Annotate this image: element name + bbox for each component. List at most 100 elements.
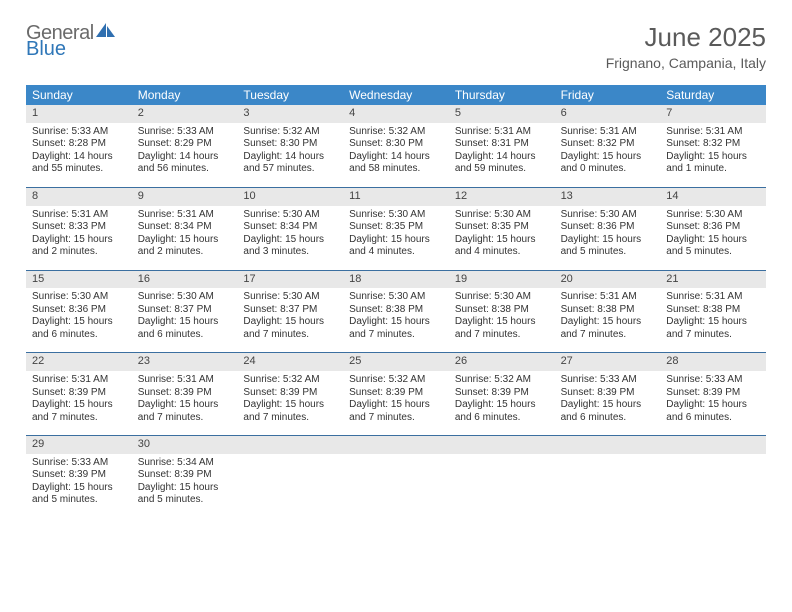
day-number: 10 [237,188,343,206]
sunset-line: Sunset: 8:38 PM [455,304,549,317]
daylight-line: Daylight: 15 hours and 5 minutes. [32,482,126,507]
sunrise-line: Sunrise: 5:30 AM [349,209,443,222]
day-body: Sunrise: 5:31 AMSunset: 8:32 PMDaylight:… [660,123,766,187]
day-body-empty [555,454,661,518]
day-number-empty [449,436,555,454]
day-body: Sunrise: 5:30 AMSunset: 8:38 PMDaylight:… [343,288,449,352]
calendar-day: 3Sunrise: 5:32 AMSunset: 8:30 PMDaylight… [237,105,343,187]
sail-icon [96,22,116,45]
day-body: Sunrise: 5:30 AMSunset: 8:36 PMDaylight:… [555,206,661,270]
day-body-empty [449,454,555,518]
daylight-line: Daylight: 15 hours and 7 minutes. [243,316,337,341]
calendar-day: 17Sunrise: 5:30 AMSunset: 8:37 PMDayligh… [237,271,343,353]
daylight-line: Daylight: 15 hours and 6 minutes. [32,316,126,341]
calendar-day: 30Sunrise: 5:34 AMSunset: 8:39 PMDayligh… [132,436,238,518]
day-body: Sunrise: 5:30 AMSunset: 8:35 PMDaylight:… [449,206,555,270]
calendar-day: 18Sunrise: 5:30 AMSunset: 8:38 PMDayligh… [343,271,449,353]
daylight-line: Daylight: 15 hours and 6 minutes. [666,399,760,424]
day-body: Sunrise: 5:33 AMSunset: 8:29 PMDaylight:… [132,123,238,187]
sunset-line: Sunset: 8:37 PM [138,304,232,317]
day-body: Sunrise: 5:31 AMSunset: 8:33 PMDaylight:… [26,206,132,270]
sunset-line: Sunset: 8:30 PM [349,138,443,151]
daylight-line: Daylight: 14 hours and 57 minutes. [243,151,337,176]
calendar-day: 5Sunrise: 5:31 AMSunset: 8:31 PMDaylight… [449,105,555,187]
day-number: 5 [449,105,555,123]
sunset-line: Sunset: 8:39 PM [455,387,549,400]
daylight-line: Daylight: 15 hours and 7 minutes. [349,399,443,424]
day-body: Sunrise: 5:31 AMSunset: 8:39 PMDaylight:… [132,371,238,435]
sunset-line: Sunset: 8:39 PM [561,387,655,400]
sunrise-line: Sunrise: 5:31 AM [666,291,760,304]
sunrise-line: Sunrise: 5:31 AM [455,126,549,139]
day-number-empty [660,436,766,454]
daylight-line: Daylight: 15 hours and 7 minutes. [349,316,443,341]
calendar-body: 1Sunrise: 5:33 AMSunset: 8:28 PMDaylight… [26,105,766,518]
calendar-day: 10Sunrise: 5:30 AMSunset: 8:34 PMDayligh… [237,188,343,270]
calendar-page: General June 2025 Frignano, Campania, It… [0,0,792,518]
day-body: Sunrise: 5:33 AMSunset: 8:39 PMDaylight:… [660,371,766,435]
day-number-empty [237,436,343,454]
sunset-line: Sunset: 8:28 PM [32,138,126,151]
daylight-line: Daylight: 15 hours and 2 minutes. [138,234,232,259]
calendar-week: 8Sunrise: 5:31 AMSunset: 8:33 PMDaylight… [26,188,766,271]
calendar-day: 19Sunrise: 5:30 AMSunset: 8:38 PMDayligh… [449,271,555,353]
page-title: June 2025 [606,22,766,53]
calendar-day: 6Sunrise: 5:31 AMSunset: 8:32 PMDaylight… [555,105,661,187]
sunset-line: Sunset: 8:36 PM [561,221,655,234]
day-body: Sunrise: 5:30 AMSunset: 8:37 PMDaylight:… [132,288,238,352]
daylight-line: Daylight: 14 hours and 59 minutes. [455,151,549,176]
sunset-line: Sunset: 8:39 PM [666,387,760,400]
sunrise-line: Sunrise: 5:32 AM [349,126,443,139]
daylight-line: Daylight: 15 hours and 6 minutes. [455,399,549,424]
calendar-day-empty [237,436,343,518]
day-number: 18 [343,271,449,289]
daylight-line: Daylight: 15 hours and 6 minutes. [561,399,655,424]
calendar-day: 26Sunrise: 5:32 AMSunset: 8:39 PMDayligh… [449,353,555,435]
day-number: 17 [237,271,343,289]
calendar: SundayMondayTuesdayWednesdayThursdayFrid… [26,85,766,518]
day-body: Sunrise: 5:32 AMSunset: 8:30 PMDaylight:… [237,123,343,187]
daylight-line: Daylight: 14 hours and 58 minutes. [349,151,443,176]
sunrise-line: Sunrise: 5:31 AM [138,374,232,387]
day-body: Sunrise: 5:31 AMSunset: 8:34 PMDaylight:… [132,206,238,270]
day-number: 6 [555,105,661,123]
calendar-day: 27Sunrise: 5:33 AMSunset: 8:39 PMDayligh… [555,353,661,435]
day-body: Sunrise: 5:30 AMSunset: 8:36 PMDaylight:… [26,288,132,352]
day-body: Sunrise: 5:30 AMSunset: 8:36 PMDaylight:… [660,206,766,270]
calendar-week: 29Sunrise: 5:33 AMSunset: 8:39 PMDayligh… [26,436,766,518]
daylight-line: Daylight: 15 hours and 7 minutes. [243,399,337,424]
daylight-line: Daylight: 15 hours and 2 minutes. [32,234,126,259]
day-number: 14 [660,188,766,206]
day-number: 13 [555,188,661,206]
sunrise-line: Sunrise: 5:31 AM [561,291,655,304]
daylight-line: Daylight: 15 hours and 3 minutes. [243,234,337,259]
day-number: 2 [132,105,238,123]
sunrise-line: Sunrise: 5:30 AM [32,291,126,304]
daylight-line: Daylight: 15 hours and 0 minutes. [561,151,655,176]
day-number: 15 [26,271,132,289]
day-number: 23 [132,353,238,371]
sunrise-line: Sunrise: 5:32 AM [455,374,549,387]
day-number: 12 [449,188,555,206]
calendar-day: 14Sunrise: 5:30 AMSunset: 8:36 PMDayligh… [660,188,766,270]
day-number: 19 [449,271,555,289]
day-number: 1 [26,105,132,123]
sunrise-line: Sunrise: 5:31 AM [32,209,126,222]
calendar-day: 15Sunrise: 5:30 AMSunset: 8:36 PMDayligh… [26,271,132,353]
day-number: 25 [343,353,449,371]
sunrise-line: Sunrise: 5:31 AM [138,209,232,222]
sunset-line: Sunset: 8:39 PM [32,387,126,400]
sunrise-line: Sunrise: 5:30 AM [455,291,549,304]
daylight-line: Daylight: 15 hours and 1 minute. [666,151,760,176]
weekday-header: Friday [555,85,661,105]
calendar-week: 1Sunrise: 5:33 AMSunset: 8:28 PMDaylight… [26,105,766,188]
day-number: 24 [237,353,343,371]
daylight-line: Daylight: 15 hours and 5 minutes. [138,482,232,507]
day-body: Sunrise: 5:30 AMSunset: 8:35 PMDaylight:… [343,206,449,270]
daylight-line: Daylight: 15 hours and 5 minutes. [561,234,655,259]
calendar-day: 7Sunrise: 5:31 AMSunset: 8:32 PMDaylight… [660,105,766,187]
sunset-line: Sunset: 8:33 PM [32,221,126,234]
sunrise-line: Sunrise: 5:32 AM [349,374,443,387]
day-body: Sunrise: 5:31 AMSunset: 8:38 PMDaylight:… [660,288,766,352]
weekday-header: Wednesday [343,85,449,105]
